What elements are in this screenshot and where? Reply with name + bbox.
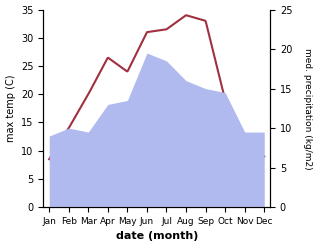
Y-axis label: max temp (C): max temp (C) bbox=[5, 75, 16, 142]
X-axis label: date (month): date (month) bbox=[115, 231, 198, 242]
Y-axis label: med. precipitation (kg/m2): med. precipitation (kg/m2) bbox=[303, 48, 313, 169]
